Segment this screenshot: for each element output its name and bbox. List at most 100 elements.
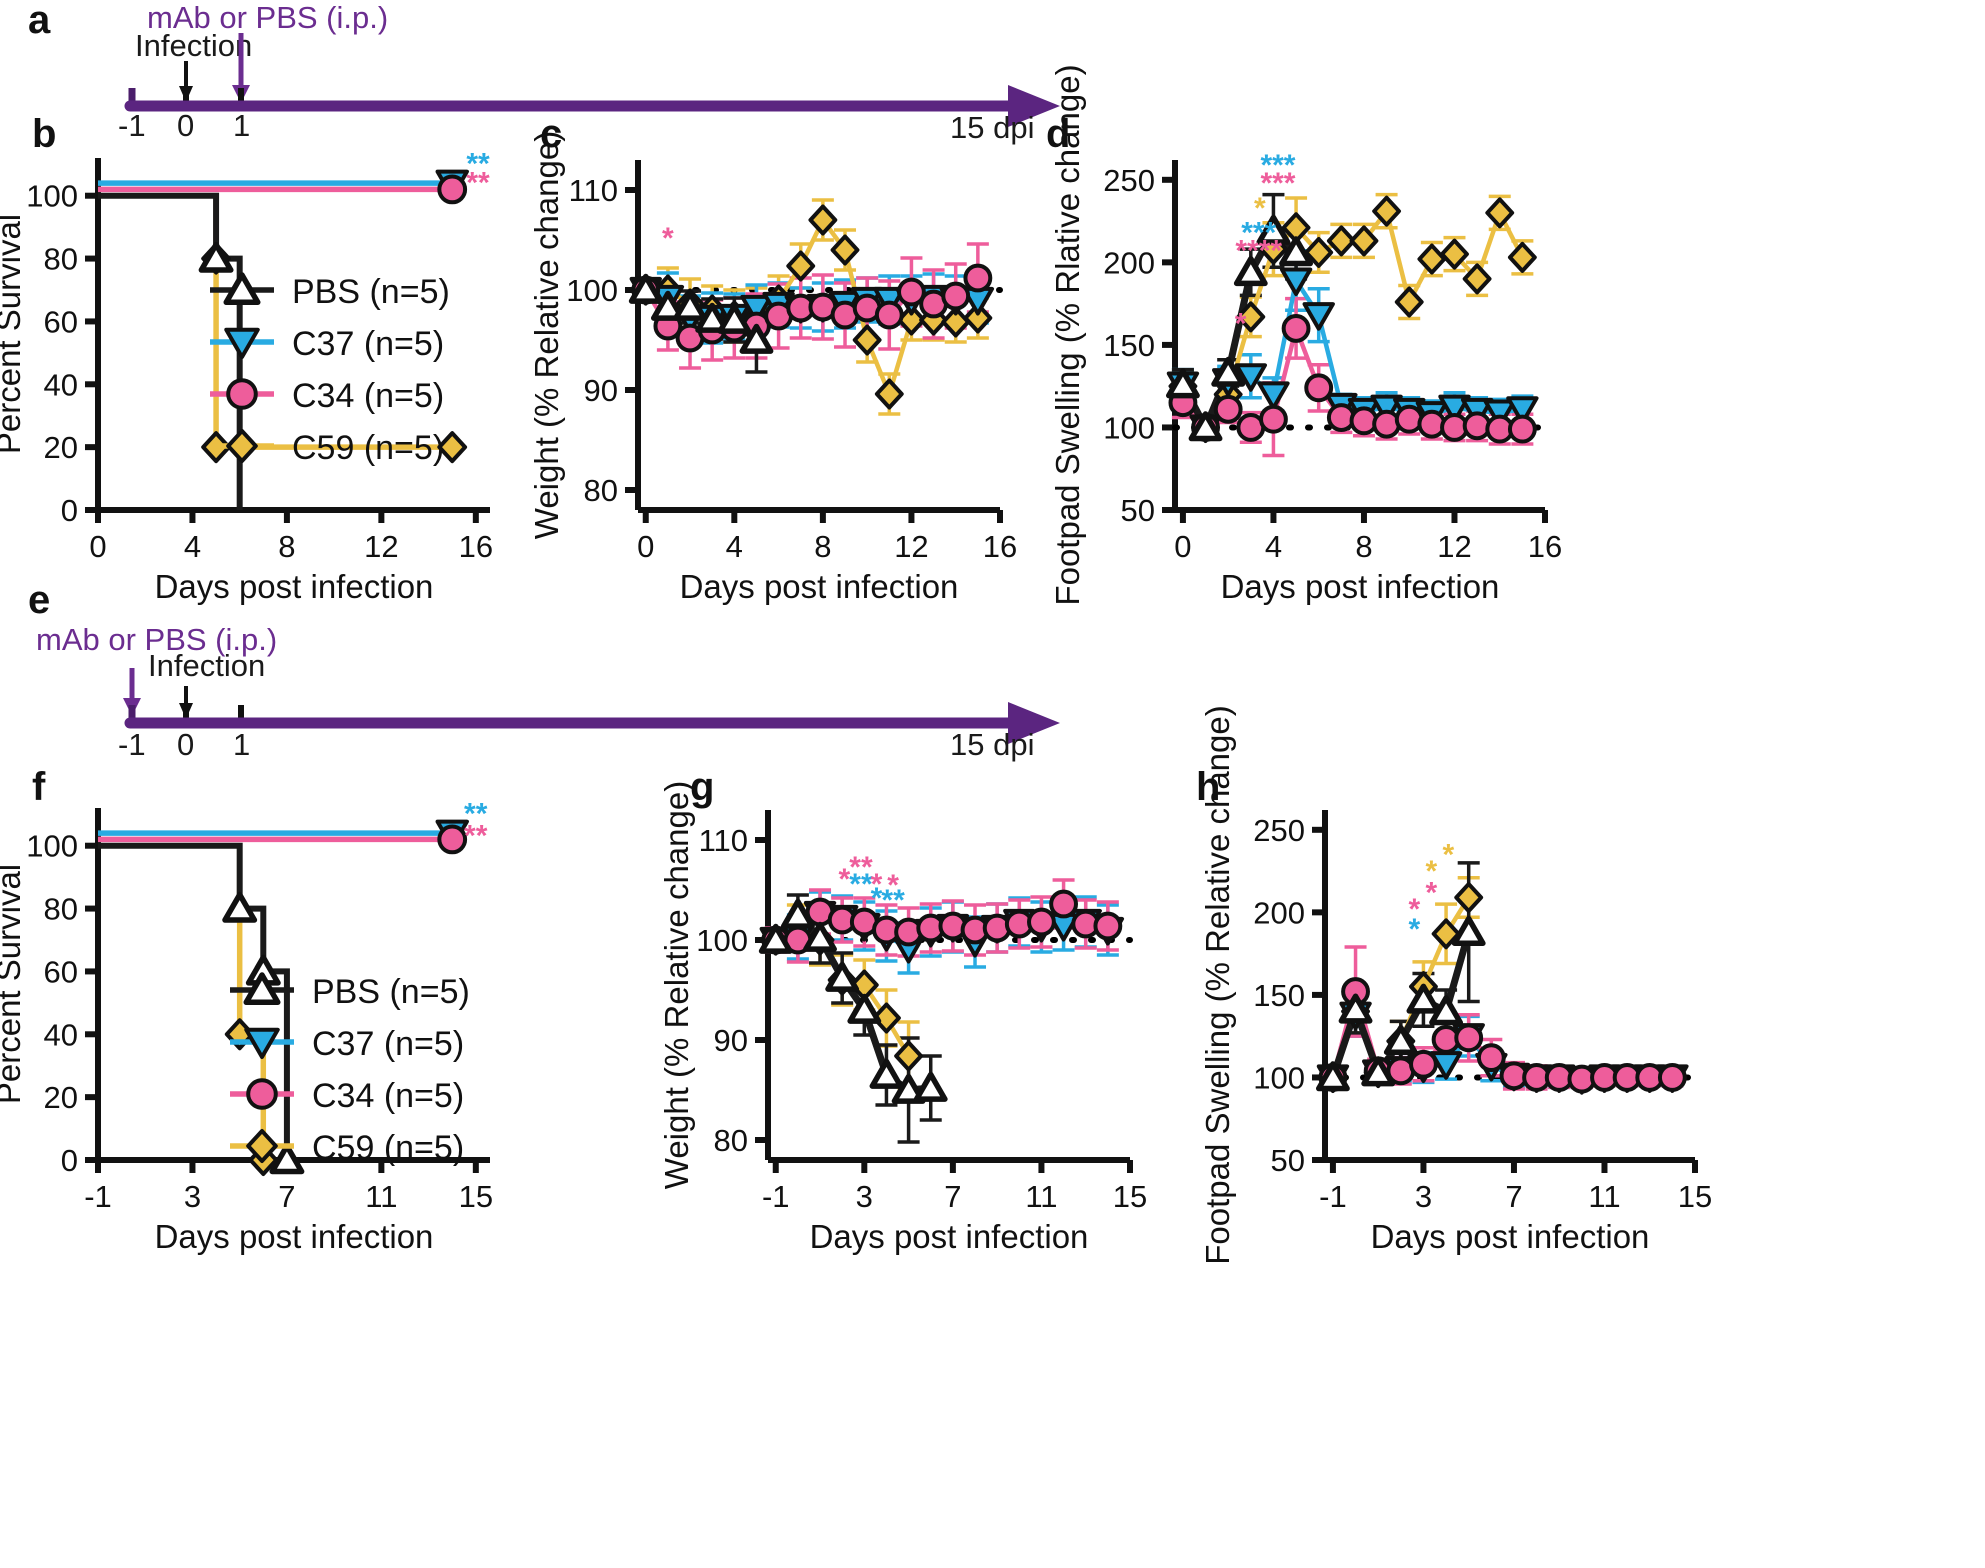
svg-text:16: 16 <box>1528 529 1562 564</box>
svg-text:15: 15 <box>1113 1179 1147 1214</box>
svg-text:*: * <box>839 863 851 896</box>
svg-text:150: 150 <box>1103 328 1155 363</box>
svg-text:**: ** <box>466 167 490 200</box>
svg-text:7: 7 <box>278 1179 295 1214</box>
svg-text:100: 100 <box>566 273 618 308</box>
svg-text:12: 12 <box>364 529 398 564</box>
svg-text:*: * <box>1442 838 1454 871</box>
svg-text:0: 0 <box>89 529 106 564</box>
svg-text:C37 (n=5): C37 (n=5) <box>312 1025 464 1063</box>
svg-text:8: 8 <box>814 529 831 564</box>
svg-text:Days post infection: Days post infection <box>1221 568 1500 605</box>
svg-text:*: * <box>662 222 674 255</box>
svg-text:*: * <box>1426 855 1438 888</box>
svg-text:Days post infection: Days post infection <box>810 1218 1089 1255</box>
svg-text:100: 100 <box>1253 1060 1305 1095</box>
svg-text:*: * <box>1409 893 1421 926</box>
svg-text:*: * <box>887 869 899 902</box>
svg-text:200: 200 <box>1103 245 1155 280</box>
svg-text:****: **** <box>1235 235 1282 268</box>
svg-text:50: 50 <box>1121 493 1155 528</box>
svg-text:Percent Survival: Percent Survival <box>0 214 27 454</box>
svg-text:0: 0 <box>1174 529 1191 564</box>
panel-f-chart: 0 20 40 60 80 100 -1 3 7 11 15 Days post infection P… <box>0 790 530 1255</box>
svg-text:**: ** <box>466 148 490 181</box>
svg-text:***: *** <box>1241 217 1276 250</box>
svg-text:7: 7 <box>1505 1179 1522 1214</box>
svg-text:60: 60 <box>44 304 78 339</box>
svg-text:50: 50 <box>1271 1143 1305 1178</box>
svg-text:12: 12 <box>894 529 928 564</box>
panel-d-chart: 50 100 150 200 250 0 4 8 12 16 Days post infection… <box>1030 64 1575 605</box>
svg-text:12: 12 <box>1437 529 1471 564</box>
svg-text:90: 90 <box>584 373 618 408</box>
svg-text:100: 100 <box>696 923 748 958</box>
svg-text:80: 80 <box>584 473 618 508</box>
svg-text:**: ** <box>849 868 873 901</box>
svg-text:***: *** <box>1260 167 1295 200</box>
svg-text:7: 7 <box>944 1179 961 1214</box>
svg-text:*: * <box>871 868 883 901</box>
svg-text:40: 40 <box>44 367 78 402</box>
svg-text:Weight (% Relative change): Weight (% Relative change) <box>528 131 565 539</box>
svg-text:20: 20 <box>44 1080 78 1115</box>
svg-text:80: 80 <box>714 1123 748 1158</box>
svg-text:4: 4 <box>726 529 743 564</box>
svg-text:-1: -1 <box>762 1179 790 1214</box>
svg-text:4: 4 <box>1265 529 1282 564</box>
svg-text:C59 (n=5): C59 (n=5) <box>312 1129 464 1167</box>
svg-text:11: 11 <box>1025 1179 1057 1214</box>
svg-text:***: *** <box>1260 149 1295 182</box>
timeline-e-tick-1: 1 <box>233 727 251 762</box>
svg-text:0: 0 <box>61 493 78 528</box>
panel-letter-f: f <box>32 765 46 809</box>
svg-text:*: * <box>1254 192 1266 225</box>
svg-text:C37 (n=5): C37 (n=5) <box>292 325 444 363</box>
svg-text:8: 8 <box>1355 529 1372 564</box>
panel-letter-c: c <box>540 112 563 156</box>
timeline-e-tick--1: -1 <box>118 727 146 762</box>
timeline-a-graphic <box>100 33 1080 145</box>
svg-text:**: ** <box>464 798 488 831</box>
svg-text:*: * <box>871 882 883 915</box>
svg-text:3: 3 <box>184 1179 201 1214</box>
panel-b-chart: 0 20 40 60 80 100 0 4 8 12 16 Days post infection Pe… <box>0 140 530 605</box>
svg-text:Footpad Swelling (% Rlative ch: Footpad Swelling (% Rlative change) <box>1049 64 1086 605</box>
panel-letter-b: b <box>32 112 57 156</box>
svg-text:Footpad Swelling (% Relative c: Footpad Swelling (% Relative change) <box>1199 705 1236 1264</box>
svg-text:20: 20 <box>44 430 78 465</box>
svg-text:C34 (n=5): C34 (n=5) <box>312 1077 464 1115</box>
svg-text:3: 3 <box>856 1179 873 1214</box>
panel-letter-g: g <box>690 765 715 809</box>
timeline-a-infection-label: Infection <box>135 28 253 63</box>
timeline-a-tick-1: 1 <box>233 108 251 143</box>
svg-text:-1: -1 <box>1319 1179 1347 1214</box>
svg-text:15: 15 <box>459 1179 493 1214</box>
svg-text:16: 16 <box>459 529 493 564</box>
timeline-e-graphic <box>100 668 1080 762</box>
panel-letter-d: d <box>1046 112 1071 156</box>
timeline-e-tick-0: 0 <box>177 727 195 762</box>
svg-text:80: 80 <box>44 892 78 927</box>
svg-text:15: 15 <box>1678 1179 1712 1214</box>
svg-text:40: 40 <box>44 1017 78 1052</box>
timeline-e-end-label: 15 dpi <box>950 727 1035 762</box>
timeline-a-tick-0: 0 <box>177 108 195 143</box>
svg-text:0: 0 <box>61 1143 78 1178</box>
svg-text:0: 0 <box>637 529 654 564</box>
svg-text:90: 90 <box>714 1023 748 1058</box>
svg-text:100: 100 <box>26 179 78 214</box>
svg-text:PBS (n=5): PBS (n=5) <box>292 273 450 311</box>
panel-g-chart: 80 90 100 110 -1 3 7 11 15 Days post infection Wei… <box>650 781 1170 1255</box>
svg-text:60: 60 <box>44 954 78 989</box>
svg-text:Weight (% Relative change): Weight (% Relative change) <box>658 781 695 1189</box>
svg-text:110: 110 <box>569 173 618 208</box>
timeline-a-mab-label: mAb or PBS (i.p.) <box>147 0 389 35</box>
svg-text:3: 3 <box>1415 1179 1432 1214</box>
timeline-a-end-label: 15 dpi <box>950 110 1035 145</box>
panel-letter-e: e <box>28 578 51 622</box>
svg-text:200: 200 <box>1253 895 1305 930</box>
svg-text:*: * <box>1235 307 1247 340</box>
svg-text:150: 150 <box>1253 978 1305 1013</box>
svg-text:**: ** <box>464 820 488 853</box>
